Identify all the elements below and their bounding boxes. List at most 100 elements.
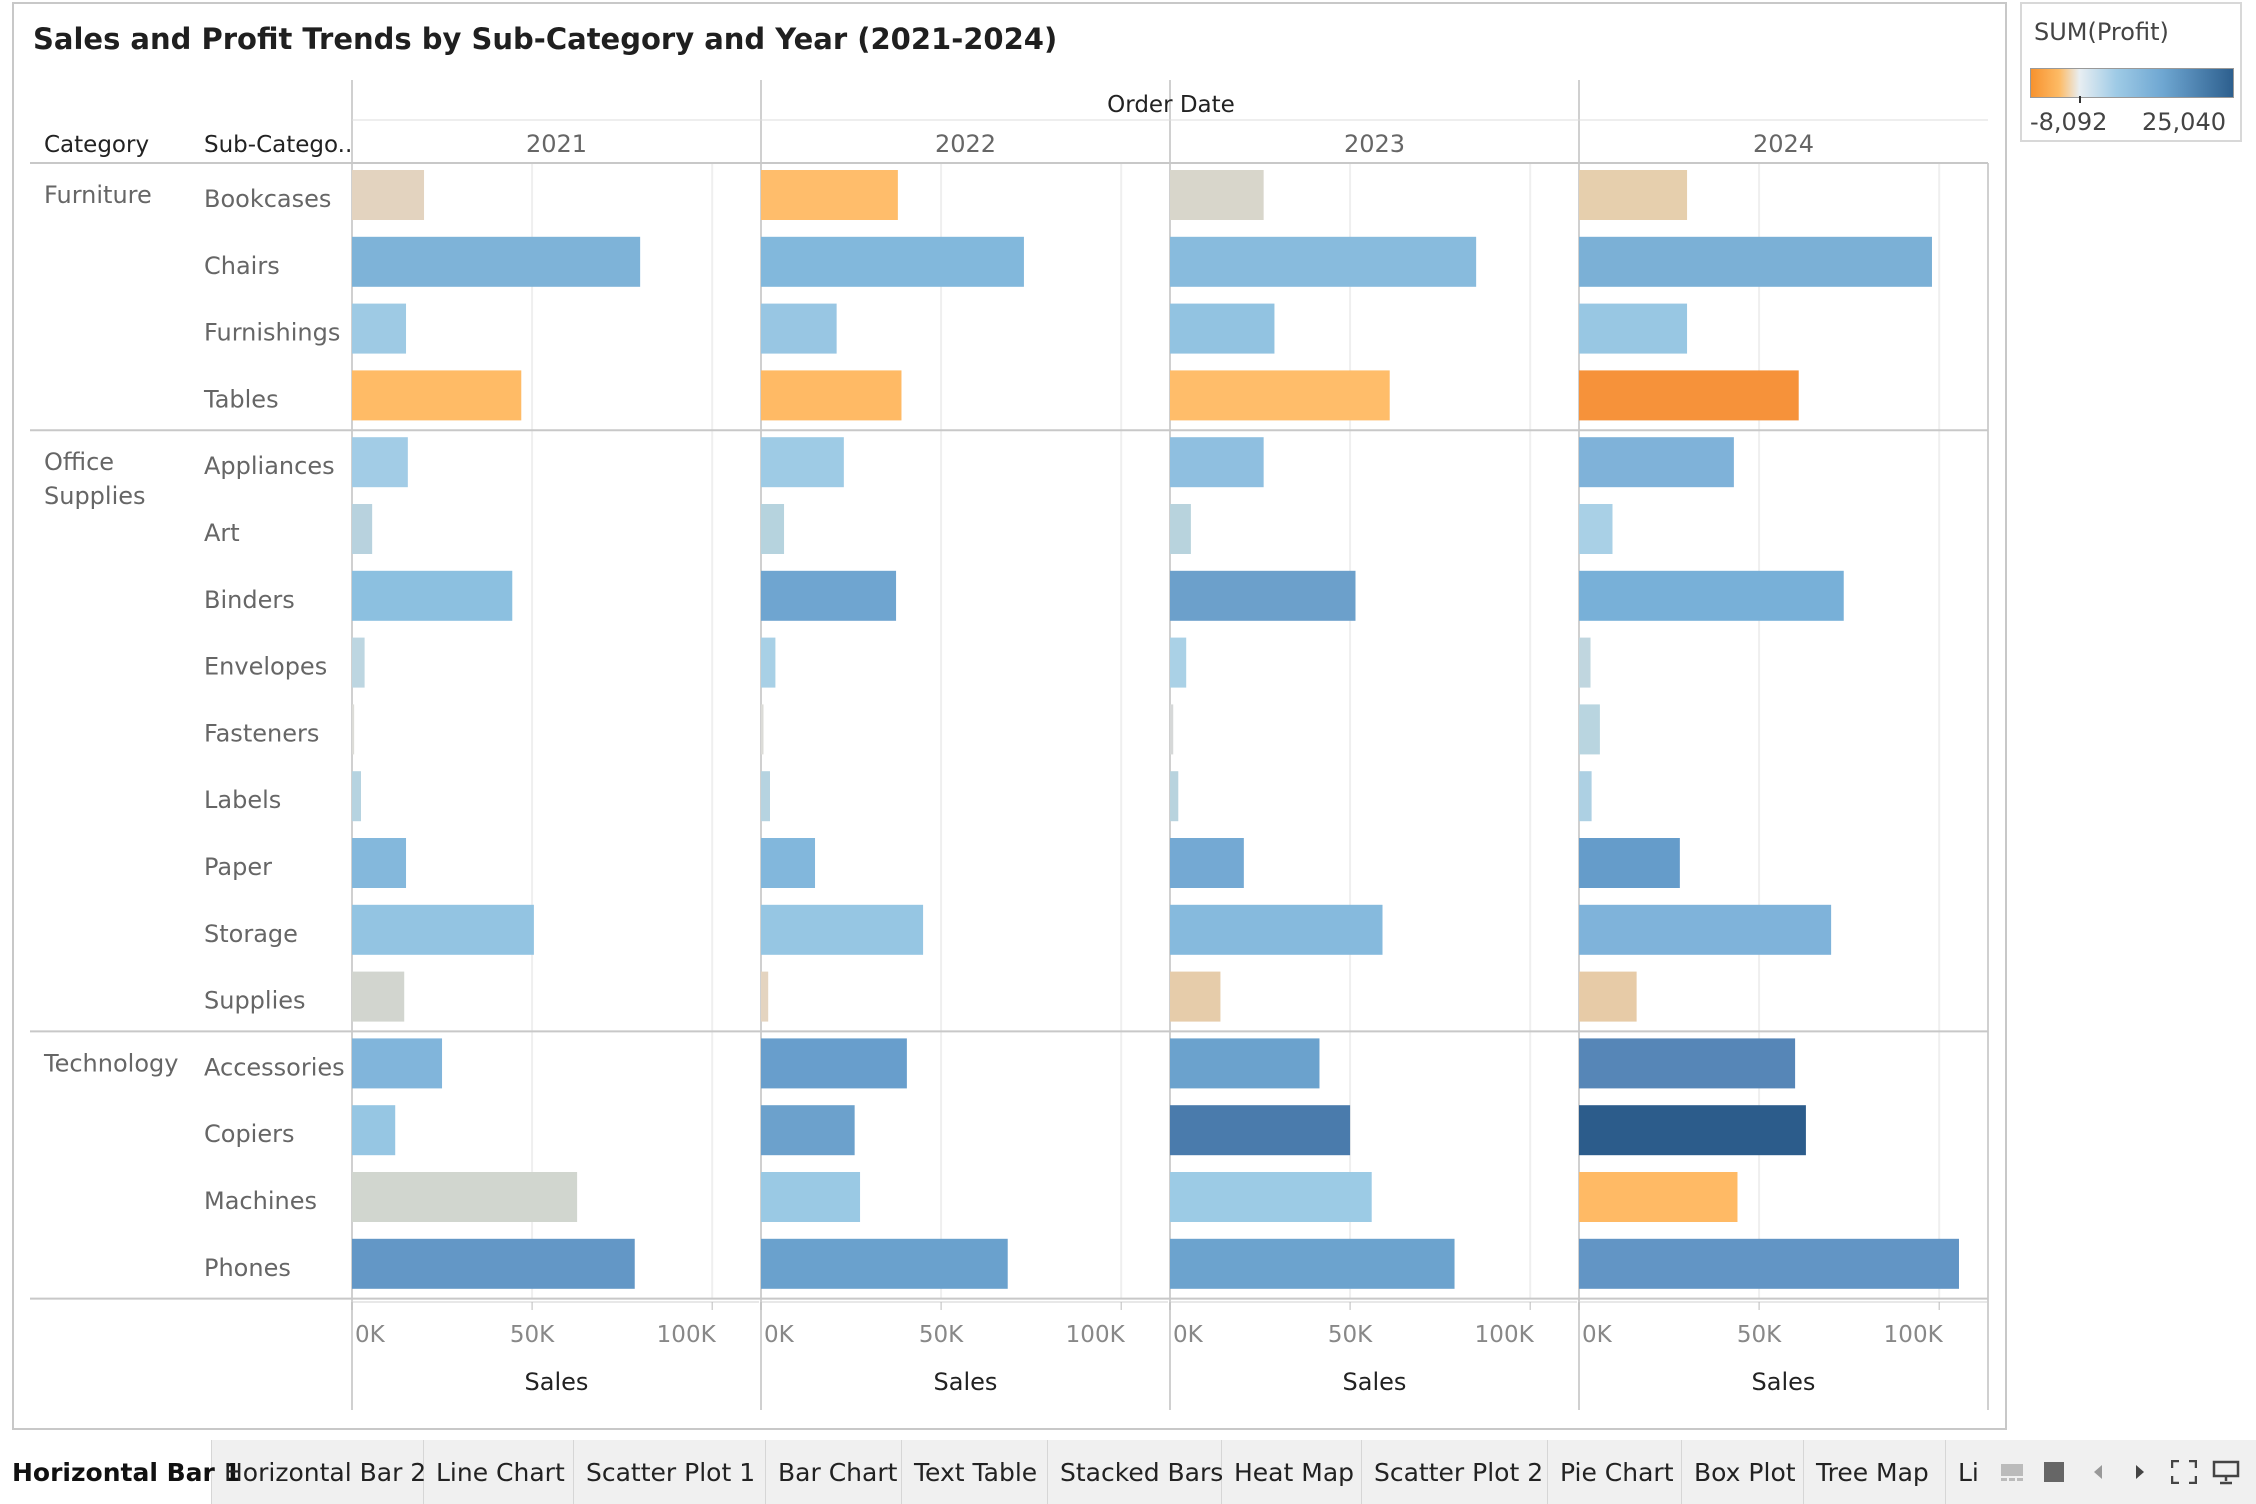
- bar[interactable]: Storage 2021: 50500 (profit 4000): [352, 904, 534, 955]
- show-filmstrip-icon[interactable]: [1998, 1458, 2026, 1486]
- presentation-icon[interactable]: [2212, 1458, 2240, 1486]
- bar[interactable]: Chairs 2022: 73000 (profit 7000): [761, 236, 1024, 287]
- bar[interactable]: Phones 2023: 79000 (profit 11000): [1170, 1238, 1455, 1289]
- tab-heat-map[interactable]: Heat Map: [1222, 1440, 1362, 1504]
- x-tick-label: 100K: [657, 1322, 717, 1348]
- bar[interactable]: Tables 2023: 61000 (profit -3500): [1170, 370, 1390, 421]
- bar[interactable]: Bookcases 2022: 38000 (profit -2500): [761, 170, 898, 220]
- bar[interactable]: Fasteners 2024: 5800 (profit 900): [1579, 704, 1600, 755]
- bar[interactable]: Furnishings 2022: 21000 (profit 2800): [761, 303, 837, 354]
- bar[interactable]: Bookcases 2024: 30000 (profit -1200): [1579, 170, 1688, 220]
- subcategory-label: Art: [204, 519, 240, 547]
- bar[interactable]: Machines 2024: 44000 (profit -4000): [1579, 1172, 1738, 1222]
- bar[interactable]: Machines 2022: 27500 (profit 2500): [761, 1172, 861, 1222]
- bar[interactable]: Storage 2023: 59000 (profit 6500): [1170, 904, 1383, 955]
- bar[interactable]: Tables 2024: 61000 (profit -8092): [1579, 370, 1799, 421]
- bar[interactable]: Art 2024: 9300 (profit 2000): [1579, 504, 1613, 554]
- tab-box-plot[interactable]: Box Plot: [1682, 1440, 1804, 1504]
- bar[interactable]: Machines 2021: 62500 (profit 0): [352, 1172, 578, 1222]
- bar[interactable]: Art 2022: 6400 (profit 1500): [761, 504, 785, 554]
- bar[interactable]: Envelopes 2022: 4000 (profit 1000): [761, 637, 776, 688]
- bar[interactable]: Phones 2021: 78500 (profit 13000): [352, 1238, 635, 1289]
- bar[interactable]: Storage 2024: 70000 (profit 6500): [1579, 904, 1832, 955]
- bar[interactable]: Appliances 2024: 43000 (profit 8500): [1579, 437, 1734, 488]
- tab-scatter-plot-1[interactable]: Scatter Plot 1: [574, 1440, 766, 1504]
- chart-canvas: Order Date Category Sub-Catego.. 2021 2022 20…: [30, 80, 1989, 1410]
- bar[interactable]: Phones 2024: 105500 (profit 12000): [1579, 1238, 1959, 1289]
- bar[interactable]: Phones 2022: 68500 (profit 10000): [761, 1238, 1008, 1289]
- bar[interactable]: Copiers 2021: 12000 (profit 3500): [352, 1105, 396, 1156]
- bar[interactable]: Binders 2023: 51500 (profit 14000): [1170, 570, 1356, 621]
- bar[interactable]: Fasteners 2022: 700 (profit 150): [761, 704, 764, 755]
- tab-bar-chart[interactable]: Bar Chart: [766, 1440, 902, 1504]
- bar[interactable]: Appliances 2021: 15500 (profit 2000): [352, 437, 408, 488]
- bar[interactable]: Envelopes 2023: 4500 (profit 1300): [1170, 637, 1187, 688]
- bar[interactable]: Tables 2022: 39000 (profit -3000): [761, 370, 902, 421]
- bar[interactable]: Bookcases 2023: 26000 (profit 200): [1170, 170, 1264, 220]
- bar[interactable]: Paper 2024: 28000 (profit 12000): [1579, 838, 1680, 888]
- bar[interactable]: Accessories 2021: 25000 (profit 5000): [352, 1038, 443, 1089]
- bar[interactable]: Furnishings 2024: 30000 (profit 3500): [1579, 303, 1688, 354]
- bar[interactable]: Art 2021: 5600 (profit 1100): [352, 504, 373, 554]
- bar[interactable]: Supplies 2024: 16000 (profit -1200): [1579, 971, 1637, 1022]
- year-header-2023: 2023: [1344, 130, 1405, 158]
- bar[interactable]: Binders 2021: 44500 (profit 4000): [352, 570, 513, 621]
- bar[interactable]: Binders 2022: 37500 (profit 9000): [761, 570, 897, 621]
- bar[interactable]: Labels 2024: 3500 (profit 1200): [1579, 771, 1592, 822]
- bar[interactable]: Appliances 2023: 26000 (profit 4000): [1170, 437, 1264, 488]
- bar[interactable]: Paper 2023: 20500 (profit 8500): [1170, 838, 1244, 888]
- tab-truncated[interactable]: Li: [1958, 1457, 1979, 1487]
- tab-stacked-bars[interactable]: Stacked Bars: [1048, 1440, 1223, 1504]
- subcategory-label: Copiers: [204, 1120, 294, 1148]
- legend-min-label: -8,092: [2030, 108, 2108, 136]
- previous-sheet-icon[interactable]: [2084, 1458, 2112, 1486]
- bar[interactable]: Appliances 2022: 23000 (profit 3000): [761, 437, 844, 488]
- tab-line-chart[interactable]: Line Chart: [424, 1440, 574, 1504]
- bar[interactable]: Envelopes 2021: 3500 (profit 700): [352, 637, 365, 688]
- tab-text-table[interactable]: Text Table: [902, 1440, 1048, 1504]
- bar[interactable]: Supplies 2022: 2000 (profit -200): [761, 971, 769, 1022]
- bar[interactable]: Bookcases 2021: 20000 (profit -1000): [352, 170, 425, 220]
- subcategory-label: Tables: [203, 385, 279, 413]
- next-sheet-icon[interactable]: [2126, 1458, 2154, 1486]
- tab-pie-chart[interactable]: Pie Chart: [1548, 1440, 1682, 1504]
- bar[interactable]: Accessories 2024: 60000 (profit 15000): [1579, 1038, 1796, 1089]
- bar[interactable]: Storage 2022: 45000 (profit 3500): [761, 904, 924, 955]
- bar[interactable]: Envelopes 2024: 3200 (profit 900): [1579, 637, 1591, 688]
- bar[interactable]: Binders 2024: 73500 (profit 10000): [1579, 570, 1844, 621]
- bar[interactable]: Accessories 2022: 40500 (profit 9000): [761, 1038, 907, 1089]
- x-tick-label: 50K: [510, 1322, 555, 1348]
- subcategory-label: Fasteners: [204, 719, 319, 747]
- subcategory-label: Paper: [204, 853, 272, 881]
- show-tabs-icon[interactable]: [2040, 1458, 2068, 1486]
- tab-scatter-plot-2[interactable]: Scatter Plot 2: [1362, 1440, 1548, 1504]
- profit-color-legend[interactable]: SUM(Profit) -8,092 25,040: [2020, 2, 2242, 142]
- bar[interactable]: Machines 2023: 56000 (profit 2200): [1170, 1172, 1372, 1222]
- x-tick-label: 50K: [1328, 1322, 1373, 1348]
- bar[interactable]: Copiers 2022: 26000 (profit 9000): [761, 1105, 855, 1156]
- bar[interactable]: Paper 2021: 15000 (profit 5000): [352, 838, 407, 888]
- bar[interactable]: Fasteners 2021: 600 (profit 100): [352, 704, 355, 755]
- bar[interactable]: Supplies 2023: 14000 (profit -1000): [1170, 971, 1221, 1022]
- bar[interactable]: Labels 2022: 2500 (profit 900): [761, 771, 771, 822]
- bar[interactable]: Chairs 2021: 80000 (profit 8000): [352, 236, 641, 287]
- bar[interactable]: Furnishings 2021: 15000 (profit 2500): [352, 303, 407, 354]
- tab-horizontal-bar-2[interactable]: Horizontal Bar 2: [212, 1440, 426, 1504]
- bar[interactable]: Art 2023: 5800 (profit 1300): [1170, 504, 1191, 554]
- tab-tree-map[interactable]: Tree Map: [1804, 1440, 1946, 1504]
- bar[interactable]: Furnishings 2023: 29000 (profit 3200): [1170, 303, 1275, 354]
- bar[interactable]: Paper 2022: 15000 (profit 5500): [761, 838, 816, 888]
- bar[interactable]: Copiers 2024: 63000 (profit 25040): [1579, 1105, 1806, 1156]
- bar[interactable]: Fasteners 2023: 900 (profit 200): [1170, 704, 1174, 755]
- bar[interactable]: Accessories 2023: 41500 (profit 10000): [1170, 1038, 1320, 1089]
- bar[interactable]: Labels 2023: 2300 (profit 900): [1170, 771, 1179, 822]
- fullscreen-icon[interactable]: [2170, 1458, 2198, 1486]
- bar[interactable]: Tables 2021: 47000 (profit -3000): [352, 370, 522, 421]
- bar[interactable]: Copiers 2023: 50000 (profit 18000): [1170, 1105, 1351, 1156]
- bar[interactable]: Supplies 2021: 14500 (profit -300): [352, 971, 405, 1022]
- bar[interactable]: Chairs 2023: 85000 (profit 6500): [1170, 236, 1477, 287]
- subcategory-label: Accessories: [204, 1053, 345, 1081]
- bar[interactable]: Labels 2021: 2500 (profit 800): [352, 771, 362, 822]
- bar[interactable]: Chairs 2024: 98000 (profit 9000): [1579, 236, 1932, 287]
- tab-horizontal-bar-1[interactable]: Horizontal Bar 1: [0, 1440, 241, 1504]
